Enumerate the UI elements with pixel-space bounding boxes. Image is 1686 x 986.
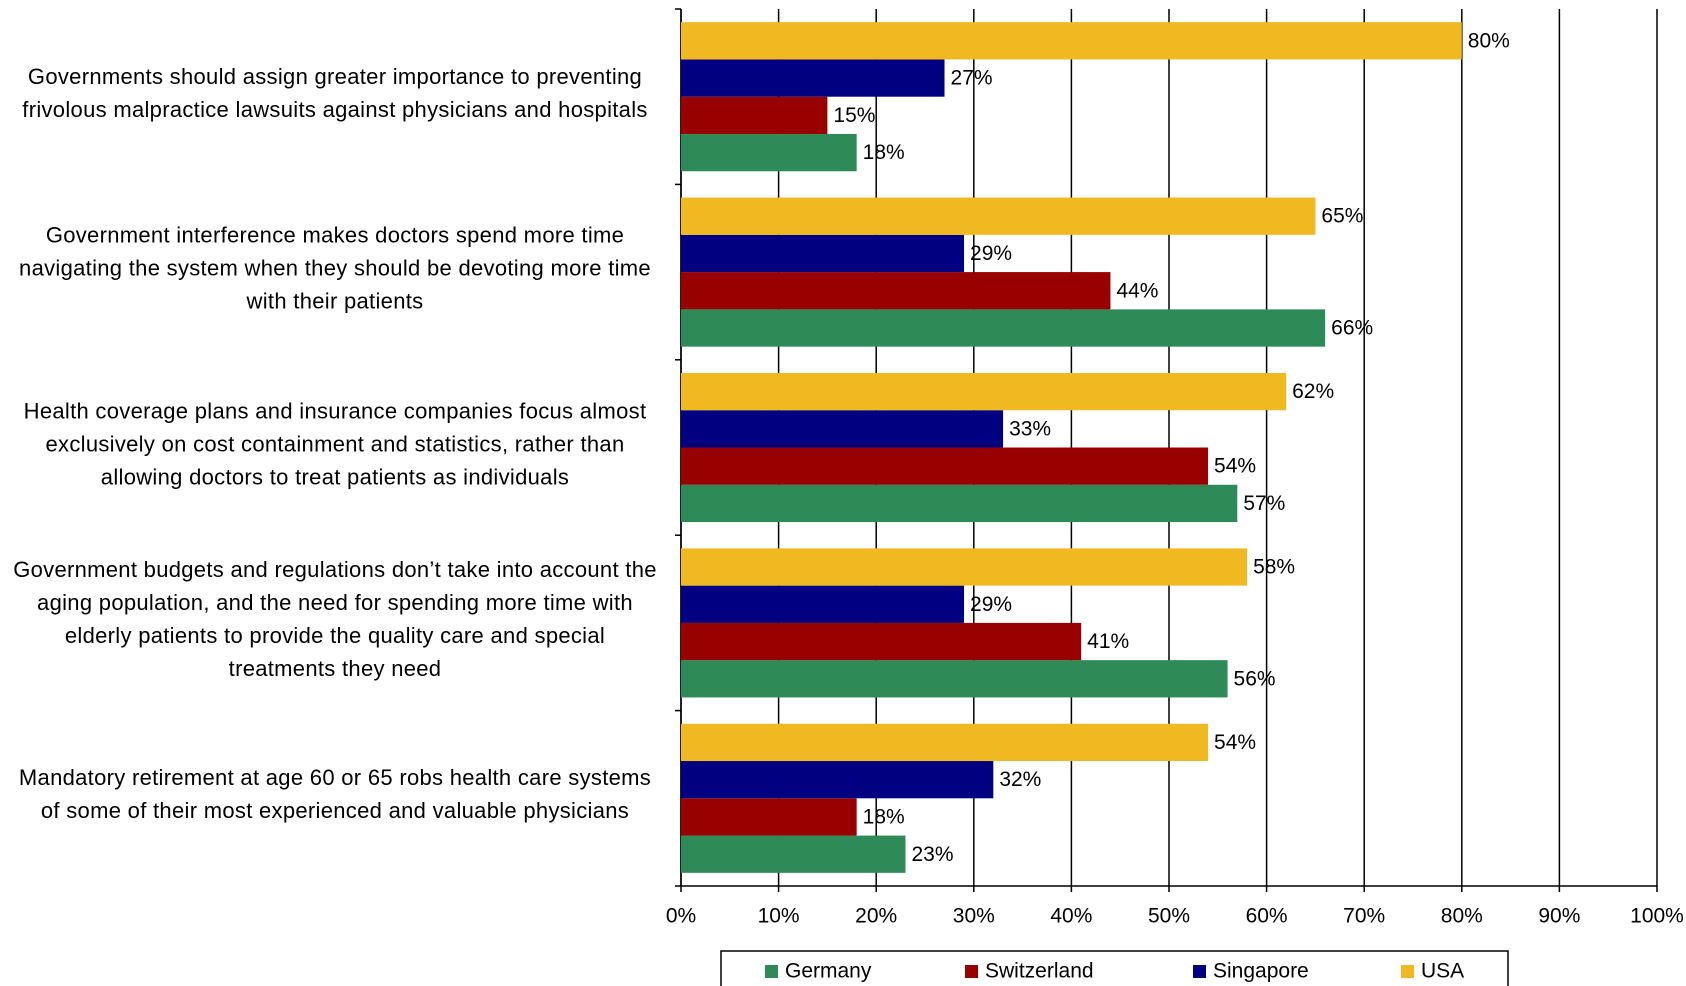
bar (681, 660, 1228, 698)
value-label: 57% (1243, 492, 1285, 515)
value-label: 56% (1234, 667, 1276, 690)
x-tick-label: 40% (1050, 905, 1092, 928)
legend: Germany Switzerland Singapore USA (720, 950, 1509, 986)
category-label: Governments should assign greater import… (22, 63, 648, 122)
value-label: 58% (1253, 556, 1295, 579)
bar (681, 96, 828, 134)
bar (681, 484, 1238, 523)
value-label: 62% (1292, 380, 1334, 403)
value-label: 54% (1214, 731, 1256, 754)
legend-label: Singapore (1213, 960, 1309, 983)
x-tick-label: 50% (1148, 905, 1190, 928)
value-label: 29% (970, 242, 1012, 265)
value-label: 80% (1468, 29, 1510, 52)
bar (681, 622, 1082, 661)
value-label: 23% (911, 843, 953, 866)
value-label: 54% (1214, 455, 1256, 478)
legend-swatch (1193, 965, 1206, 978)
bar (681, 723, 1209, 762)
legend-label: Germany (785, 960, 872, 983)
value-label: 44% (1116, 279, 1158, 302)
x-tick-label: 20% (855, 905, 897, 928)
x-tick-label: 60% (1246, 905, 1288, 928)
value-label: 41% (1087, 630, 1129, 653)
x-tick-label: 30% (953, 905, 995, 928)
bar (681, 761, 994, 799)
value-label: 18% (863, 141, 905, 164)
bar (681, 272, 1111, 310)
x-tick-label: 70% (1343, 905, 1385, 928)
bar (681, 548, 1248, 586)
category-label: Mandatory retirement at age 60 or 65 rob… (18, 765, 652, 824)
x-tick-label: 0% (666, 905, 696, 928)
value-label: 27% (951, 67, 993, 90)
legend-label: Switzerland (985, 960, 1094, 983)
category-label: Health coverage plans and insurance comp… (23, 398, 647, 489)
legend-swatch (765, 965, 778, 978)
bar (681, 410, 1004, 448)
bar (681, 447, 1209, 485)
bar (681, 59, 945, 97)
value-label: 18% (863, 805, 905, 828)
value-label: 32% (999, 768, 1041, 791)
value-label: 66% (1331, 317, 1373, 340)
bar (681, 22, 1462, 60)
value-label: 33% (1009, 417, 1051, 440)
legend-swatch (1401, 965, 1414, 978)
value-label: 29% (970, 593, 1012, 616)
bar (681, 835, 906, 873)
bar (681, 197, 1316, 235)
x-tick-label: 80% (1441, 905, 1483, 928)
x-tick-label: 90% (1538, 905, 1580, 928)
value-label: 15% (833, 104, 875, 127)
legend-swatch (965, 965, 978, 978)
bar (681, 585, 965, 623)
x-tick-label: 100% (1630, 905, 1684, 928)
value-label: 65% (1321, 205, 1363, 228)
bar (681, 234, 965, 273)
category-label: Government interference makes doctors sp… (19, 222, 651, 314)
bar (681, 798, 857, 836)
category-label: Government budgets and regulations don’t… (13, 556, 657, 681)
bar (681, 372, 1287, 411)
bar (681, 309, 1326, 347)
x-tick-label: 10% (758, 905, 800, 928)
legend-label: USA (1421, 960, 1464, 983)
bar (681, 133, 857, 172)
legend-box (720, 950, 1509, 986)
